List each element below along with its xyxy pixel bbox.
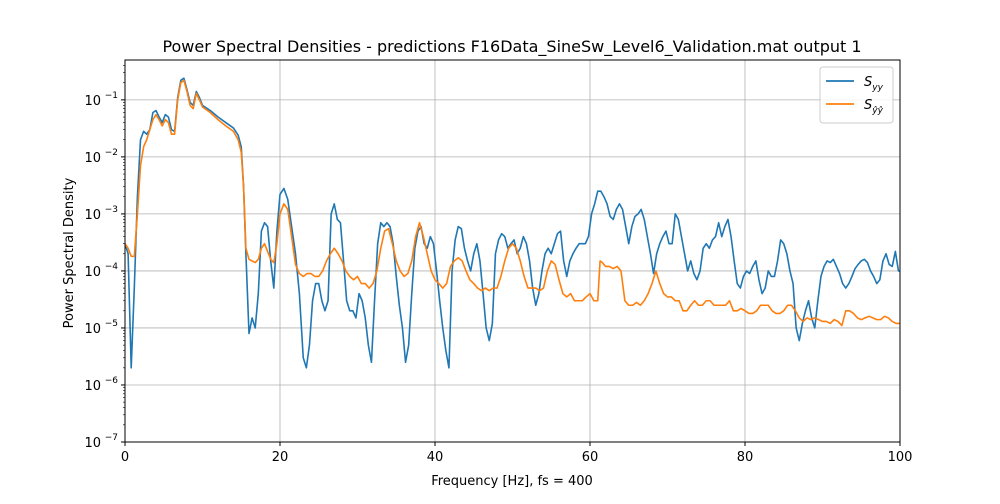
x-tick-label: 60 (582, 450, 599, 465)
x-tick-label: 100 (888, 450, 913, 465)
chart-title: Power Spectral Densities - predictions F… (162, 37, 861, 57)
y-tick-exponent: −7 (105, 433, 118, 443)
legend: Syy Sŷŷ (819, 66, 894, 124)
y-tick-exponent: −6 (105, 376, 119, 386)
y-axis-ticks: 10 −7 10 −6 10 −5 10 −4 10 −3 10 −2 10 −1 (84, 65, 125, 451)
y-tick-exponent: −4 (105, 262, 119, 272)
y-tick-label: 10 (84, 265, 101, 280)
x-axis-label: Frequency [Hz], fs = 400 (431, 474, 593, 489)
series-line-1 (125, 77, 900, 369)
y-tick-exponent: −2 (105, 148, 118, 158)
y-tick-label: 10 (84, 208, 101, 223)
y-tick-exponent: −5 (105, 319, 118, 329)
y-tick-label: 10 (84, 151, 101, 166)
x-tick-label: 80 (737, 450, 754, 465)
y-tick-label: 10 (84, 379, 101, 394)
y-tick-label: 10 (84, 322, 101, 337)
y-axis-label: Power Spectral Density (62, 177, 77, 328)
x-tick-label: 40 (427, 450, 444, 465)
legend-label-2: Sŷŷ (864, 98, 884, 116)
y-tick-exponent: −3 (105, 205, 118, 215)
y-tick-label: 10 (84, 94, 101, 109)
x-tick-label: 0 (121, 450, 129, 465)
series-layer (125, 77, 900, 369)
x-tick-label: 20 (272, 450, 289, 465)
plot-frame (124, 59, 901, 443)
y-tick-exponent: −1 (105, 91, 118, 101)
series-line-2 (125, 79, 900, 327)
legend-label-1: Syy (864, 75, 884, 93)
y-tick-label: 10 (84, 436, 101, 451)
x-axis-ticks: 0 20 40 60 80 100 (121, 442, 913, 465)
